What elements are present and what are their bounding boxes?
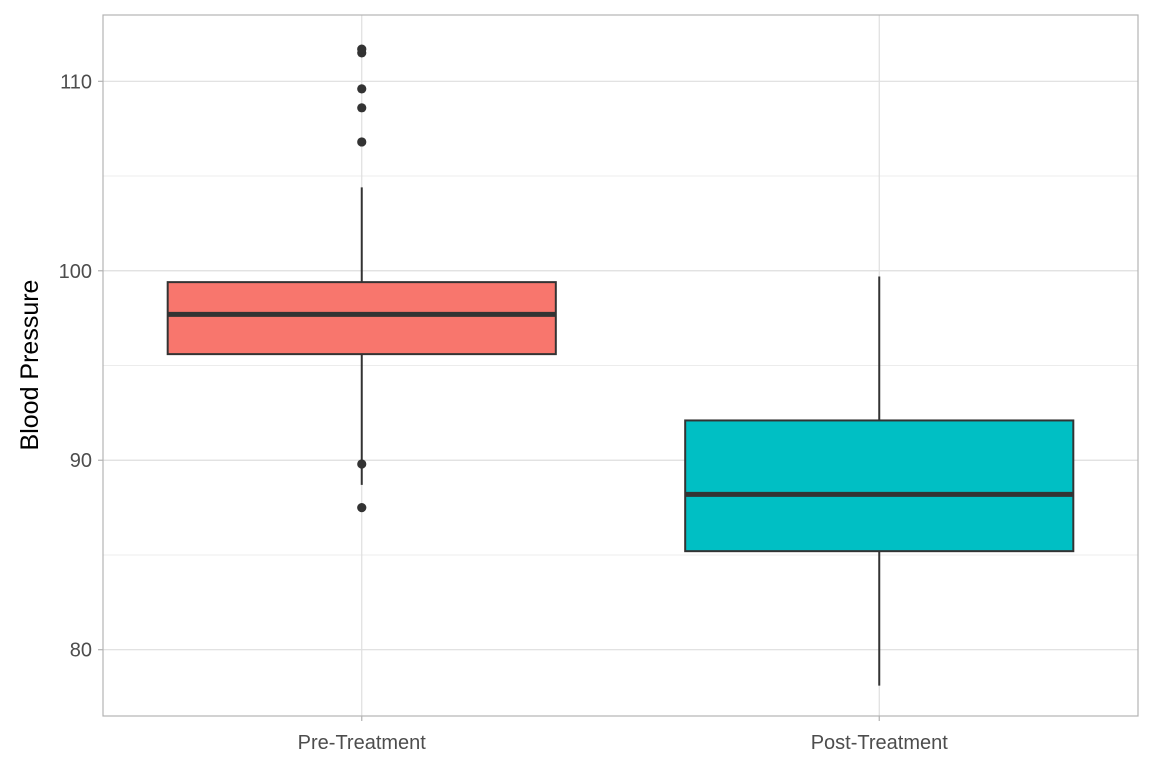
box-pre-treatment bbox=[166, 44, 557, 513]
x-tick-label: Post-Treatment bbox=[811, 732, 949, 754]
outlier-point bbox=[357, 103, 367, 113]
box-post-treatment bbox=[684, 276, 1075, 686]
outlier-point bbox=[357, 44, 367, 54]
y-tick-label: 100 bbox=[59, 261, 92, 283]
x-tick-label: Pre-Treatment bbox=[298, 732, 427, 754]
outlier-point bbox=[357, 502, 367, 513]
y-tick-label: 110 bbox=[60, 71, 92, 93]
y-axis-title: Blood Pressure bbox=[16, 280, 44, 451]
outlier-point bbox=[357, 459, 367, 469]
panel-border bbox=[102, 14, 1139, 717]
y-tick-label: 80 bbox=[70, 640, 92, 662]
y-tick-label: 90 bbox=[70, 450, 92, 472]
axes: 80 90 100 110 Pre-Treatment Post-Treatment bbox=[59, 71, 949, 754]
outlier-point bbox=[357, 84, 367, 94]
iqr-box bbox=[684, 419, 1075, 553]
iqr-box bbox=[166, 281, 557, 356]
box-series bbox=[166, 44, 1075, 686]
outlier-point bbox=[357, 137, 367, 147]
grid-lines bbox=[103, 15, 1138, 716]
